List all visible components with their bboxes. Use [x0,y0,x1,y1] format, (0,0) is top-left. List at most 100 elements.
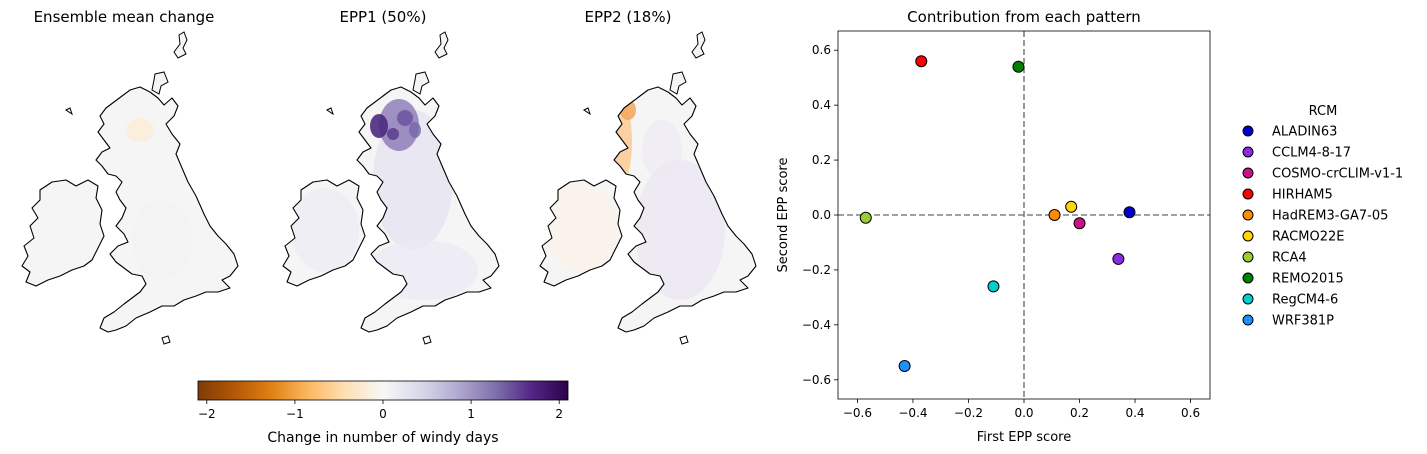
colorbar-tick-label: −1 [286,407,304,421]
map-panel-epp2: EPP2 (18%) [539,8,757,345]
field-blob [291,188,359,272]
colorbar-gradient [197,380,569,401]
x-tick-label: 0.0 [1014,406,1033,420]
y-axis-label: Second EPP score [776,158,791,273]
small-islands [326,107,432,345]
uk-ireland-map [539,31,757,345]
northern-isles [151,31,188,95]
colorbar-tick-label: 1 [467,407,475,421]
legend-item-hadrem3-ga7-05: HadREM3-GA7-05 [1242,209,1388,224]
field-blob [409,122,421,138]
point-hadrem3-ga7-05 [1048,209,1061,221]
small-islands [583,107,689,345]
legend-item-wrf381p: WRF381P [1242,314,1334,329]
legend-marker [1242,272,1254,284]
small-islands [65,107,171,345]
legend-label: CCLM4-8-17 [1272,146,1351,161]
y-tick-label: −0.4 [802,318,831,332]
legend-marker [1242,188,1254,200]
map-title-epp2: EPP2 (18%) [585,8,672,26]
legend-label: RegCM4-6 [1272,293,1338,308]
legend-marker [1242,209,1254,221]
northern-isles [669,31,706,95]
legend-label: RACMO22E [1272,230,1344,245]
legend-item-racmo22e: RACMO22E [1242,230,1344,245]
great-britain-coastline [95,86,239,333]
field-shading [291,99,478,300]
uk-ireland-map [21,31,239,345]
legend-marker [1242,230,1254,242]
field-blob [126,118,154,142]
scatter-chart: Contribution from each pattern −0.6 −0.4−… [776,8,1211,445]
ireland-land [22,180,104,286]
legend-item-hirham5: HIRHAM5 [1242,188,1333,203]
legend-item-cosmo-crclim-v1-1: COSMO-crCLIM-v1-1 [1242,167,1403,182]
point-regcm4-6 [987,280,1000,293]
data-points [859,55,1136,373]
x-axis-label: First EPP score [977,430,1071,445]
field-shading [126,118,192,280]
legend-label: HadREM3-GA7-05 [1272,209,1388,224]
map-panel-ensemble-mean: Ensemble mean change [21,8,239,345]
y-tick-label: 0.4 [812,98,831,112]
point-wrf381p [898,360,911,373]
colorbar-tick-label: −2 [198,407,216,421]
legend-label: COSMO-crCLIM-v1-1 [1272,167,1403,182]
uk-ireland-map [282,31,500,345]
colorbar-tick-label: 0 [379,407,387,421]
great-britain-coastline [356,86,500,333]
x-tick-label: −0.6 [843,406,872,420]
x-tick-label: −0.2 [954,406,983,420]
y-axis-ticks: −0.6 −0.4 −0.2 0.0 0.2 0.4 0.6 [802,43,838,387]
chart-title: Contribution from each pattern [907,8,1141,26]
legend: RCM ALADIN63 CCLM4-8-17 COSMO-crCLIM-v1-1 H… [1242,104,1403,329]
map-panel-epp1: EPP1 (50%) [282,8,500,345]
field-blob [368,240,478,300]
point-aladin63 [1123,206,1136,219]
field-blob [546,184,618,272]
x-tick-label: 0.6 [1181,406,1200,420]
colorbar: −2 −1 0 1 2 Change in number of windy days [197,380,569,446]
y-tick-label: −0.2 [802,263,831,277]
point-hirham5 [915,55,928,68]
legend-label: REMO2015 [1272,272,1344,287]
legend-label: HIRHAM5 [1272,188,1333,203]
reference-lines [838,31,1210,399]
y-tick-label: 0.0 [812,208,831,222]
legend-item-aladin63: ALADIN63 [1242,125,1337,140]
ireland-coastline [282,179,366,287]
colorbar-tick-label: 2 [555,407,563,421]
legend-marker [1242,314,1254,326]
great-britain-coastline [613,86,757,333]
field-blob [397,110,413,126]
field-shading [546,100,725,300]
legend-marker [1242,167,1254,179]
legend-items: ALADIN63 CCLM4-8-17 COSMO-crCLIM-v1-1 HIRHA… [1242,125,1403,329]
ireland-coastline [539,179,623,287]
field-blob [635,160,725,300]
x-tick-label: 0.2 [1070,406,1089,420]
point-cosmo-crclim-v1-1 [1073,217,1086,230]
legend-marker [1242,146,1254,158]
x-tick-label: −0.4 [898,406,927,420]
y-tick-label: 0.2 [812,153,831,167]
field-blob [642,120,682,180]
colorbar-ticks: −2 −1 0 1 2 [198,400,563,421]
y-tick-label: 0.6 [812,43,831,57]
field-blob [387,128,399,140]
legend-label: RCA4 [1272,251,1307,266]
legend-item-regcm4-6: RegCM4-6 [1242,293,1338,308]
legend-title: RCM [1309,104,1338,119]
y-tick-label: −0.6 [802,373,831,387]
point-remo2015 [1012,60,1025,73]
colorbar-label: Change in number of windy days [267,430,498,446]
x-axis-ticks: −0.6 −0.4 −0.2 0.0 0.2 0.4 0.6 [843,399,1200,420]
field-blob [132,200,192,280]
legend-label: ALADIN63 [1272,125,1337,140]
northern-isles [412,31,449,95]
legend-marker [1242,125,1254,137]
ireland-coastline [21,179,105,287]
map-title-ensemble-mean: Ensemble mean change [34,8,215,26]
legend-item-remo2015: REMO2015 [1242,272,1344,287]
legend-label: WRF381P [1272,314,1334,329]
